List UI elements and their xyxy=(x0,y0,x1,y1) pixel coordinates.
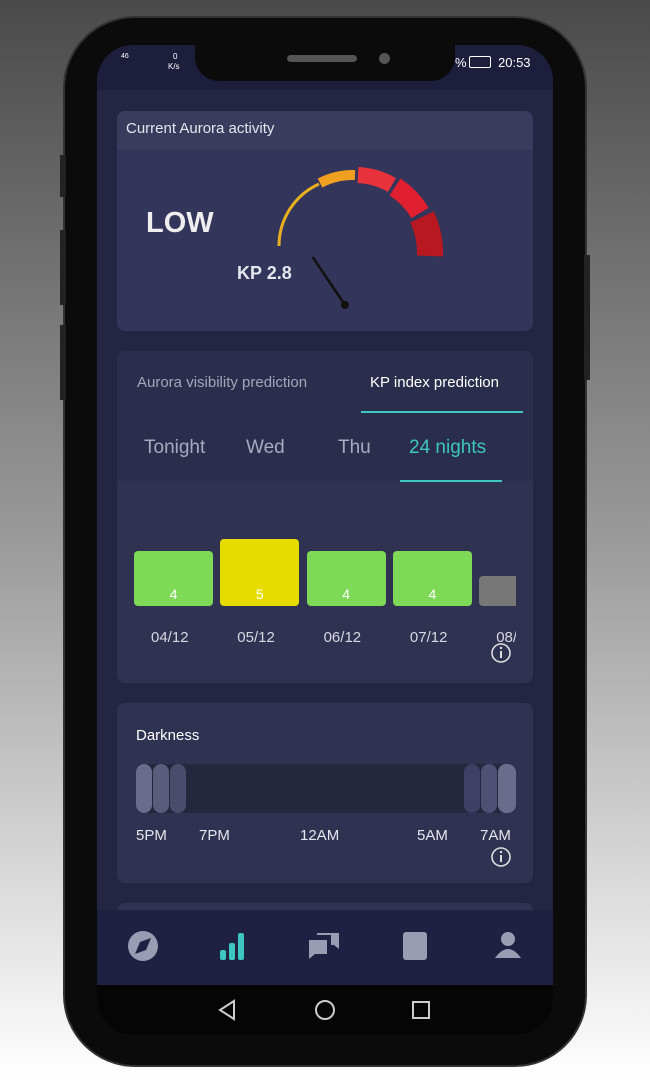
subtab[interactable]: Tonight xyxy=(144,437,206,458)
kp-bar xyxy=(306,551,386,606)
dusk xyxy=(170,764,186,813)
kp-label: KP xyxy=(237,263,262,283)
kp-value: 4 xyxy=(428,586,437,602)
prediction-card: Aurora visibility prediction KP index pr… xyxy=(117,351,533,683)
bottom-nav xyxy=(97,910,553,985)
side-button xyxy=(60,325,66,400)
android-nav xyxy=(97,985,553,1035)
needle-hub xyxy=(341,301,349,309)
battery-pct: % xyxy=(455,55,467,70)
kp-text: KP 2.8 xyxy=(237,263,292,284)
dusk xyxy=(136,764,152,813)
info-icon[interactable] xyxy=(489,641,513,665)
tab[interactable]: Aurora visibility prediction xyxy=(137,374,308,391)
nav-profile[interactable] xyxy=(495,932,521,958)
date-label: 04/12 xyxy=(151,629,189,646)
card-title: Darkness xyxy=(136,727,200,744)
date-label: 06/12 xyxy=(323,629,362,646)
subtab[interactable]: Wed xyxy=(246,437,285,458)
time-label: 7PM xyxy=(199,827,230,844)
gauge-arc xyxy=(317,169,356,188)
time-label: 5AM xyxy=(417,827,448,844)
time: 20:53 xyxy=(498,55,531,70)
date-label: 08/12 xyxy=(496,629,516,646)
dawn xyxy=(498,764,516,813)
android-buttons xyxy=(218,999,430,1021)
level: LOW xyxy=(146,207,214,239)
kp-value: 4 xyxy=(342,586,350,602)
battery-icon xyxy=(469,56,491,68)
nav-stats[interactable] xyxy=(220,933,244,960)
date-label: 07/12 xyxy=(409,629,448,646)
tab-indicator xyxy=(361,411,523,413)
activity-card: Current Aurora activity LOW KP 2.8 xyxy=(117,111,533,331)
gauge-needle xyxy=(311,256,347,306)
kp-value: 2.8 xyxy=(266,263,292,283)
kp-bar-partial xyxy=(479,576,516,606)
gauge-arc xyxy=(357,167,396,193)
darkness-bar xyxy=(136,764,516,813)
kp-value: 4 xyxy=(169,586,178,602)
screen: 46 0 K/s % 20:53 Current Aurora activity… xyxy=(97,45,553,1035)
speed-unit: K/s xyxy=(168,62,180,71)
tabs-bg xyxy=(117,351,533,481)
subtab[interactable]: Thu xyxy=(338,437,371,458)
notch xyxy=(195,45,455,81)
dawn xyxy=(464,764,480,813)
dusk xyxy=(153,764,169,813)
camera xyxy=(379,53,390,64)
side-button xyxy=(60,155,66,197)
gauge-arc xyxy=(389,178,429,219)
date-label: 05/12 xyxy=(237,629,275,646)
back-button[interactable] xyxy=(218,999,235,1021)
darkness-card: Darkness 5PM 7PM 12AM 5AM 7AM xyxy=(117,703,533,883)
gauge xyxy=(277,167,444,309)
dawn xyxy=(481,764,497,813)
kp-bar xyxy=(220,539,300,606)
speed: 0 xyxy=(173,52,178,61)
gauge-arc xyxy=(410,211,444,257)
kp-bars: 4 04/12 5 05/12 4 06/12 4 07/12 08/12 xyxy=(134,501,516,651)
network: 46 xyxy=(121,53,129,60)
time-label: 5PM xyxy=(136,827,167,844)
nav-icons xyxy=(128,931,521,961)
time-label: 12AM xyxy=(300,827,340,844)
time-label: 7AM xyxy=(480,827,511,844)
subtab-active[interactable]: 24 nights xyxy=(409,437,487,458)
card-title: Current Aurora activity xyxy=(126,120,275,137)
subtab-indicator xyxy=(400,480,502,482)
nav-chat[interactable] xyxy=(309,933,339,959)
side-button xyxy=(60,230,66,305)
info-icon[interactable] xyxy=(489,845,513,869)
kp-value: 5 xyxy=(255,586,264,602)
side-button xyxy=(584,255,590,380)
status-bar: 46 0 K/s % 20:53 xyxy=(97,45,553,90)
recents-button[interactable] xyxy=(412,1001,430,1019)
home-button[interactable] xyxy=(315,1000,335,1020)
card-header xyxy=(117,111,533,150)
gauge-arc xyxy=(277,182,320,247)
tab-active[interactable]: KP index prediction xyxy=(370,374,499,391)
kp-bar xyxy=(134,551,213,606)
speaker xyxy=(287,55,357,62)
kp-bar xyxy=(392,551,472,606)
nav-journal[interactable] xyxy=(403,932,427,960)
